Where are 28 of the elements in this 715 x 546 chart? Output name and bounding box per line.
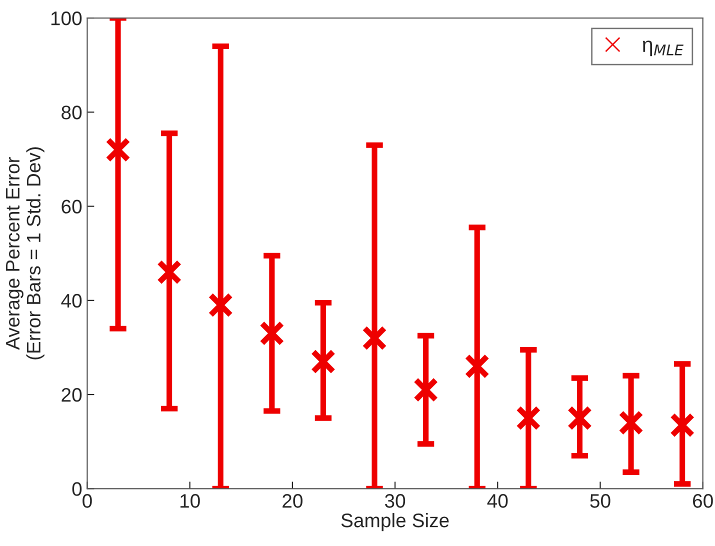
y-tick-label: 20 bbox=[62, 388, 82, 402]
x-tick-label: 0 bbox=[82, 494, 92, 508]
y-axis-title: Average Percent Error (Error Bars = 1 Std. Dev) bbox=[6, 147, 44, 360]
y-tick-label: 100 bbox=[51, 11, 82, 26]
point bbox=[670, 412, 695, 438]
point bbox=[413, 377, 438, 402]
x-axis-title: Sample Size bbox=[341, 513, 449, 532]
point bbox=[567, 406, 592, 431]
y-tick-label: 40 bbox=[61, 294, 82, 308]
point bbox=[310, 349, 336, 374]
point bbox=[259, 320, 284, 346]
point bbox=[106, 137, 131, 162]
x-tick-label: 10 bbox=[180, 494, 200, 508]
point bbox=[516, 406, 541, 431]
y-tick-label: 0 bbox=[72, 482, 82, 496]
point bbox=[464, 354, 490, 379]
legend-label: η$_{MLE}$ bbox=[642, 40, 684, 56]
point bbox=[156, 260, 182, 285]
point bbox=[208, 292, 234, 318]
y-tick-label: 60 bbox=[62, 200, 82, 214]
x-tick-label: 60 bbox=[693, 494, 713, 508]
y-tick-label: 80 bbox=[62, 106, 82, 120]
x-tick-label: 20 bbox=[282, 494, 302, 508]
x-tick-label: 40 bbox=[487, 494, 508, 508]
point bbox=[618, 410, 644, 436]
point bbox=[362, 326, 388, 351]
x-tick-label: 30 bbox=[384, 494, 406, 508]
x-tick-label: 50 bbox=[590, 494, 610, 508]
